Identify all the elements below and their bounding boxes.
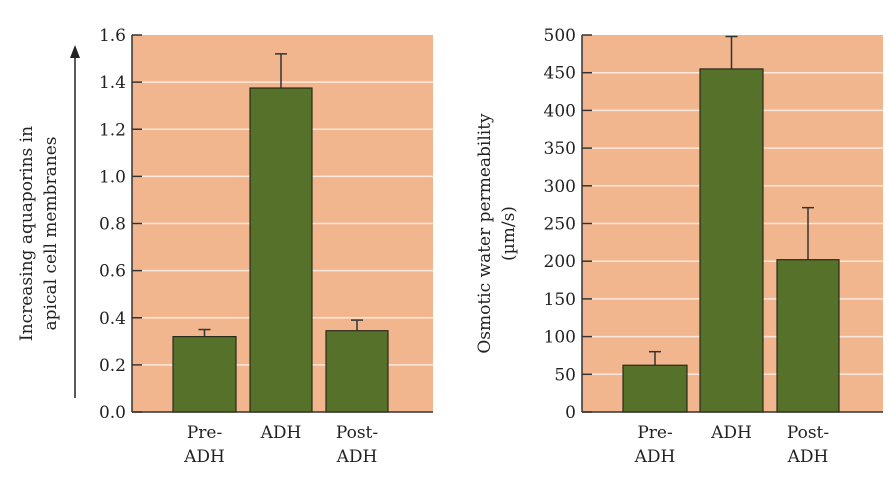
y-tick-label: 450 xyxy=(544,64,576,84)
x-category-label: ADH xyxy=(336,447,378,467)
y-tick-label: 0.6 xyxy=(99,262,126,282)
y-axis-label: Increasing aquaporins in xyxy=(17,126,37,341)
x-category-label: ADH xyxy=(710,423,752,443)
y-tick-label: 100 xyxy=(544,328,576,348)
arrowhead-icon xyxy=(70,45,80,58)
y-tick-label: 300 xyxy=(544,177,576,197)
x-category-label: Pre- xyxy=(187,423,222,443)
y-tick-label: 1.2 xyxy=(99,120,126,140)
x-category-label: ADH xyxy=(260,423,302,443)
x-category-label: ADH xyxy=(634,447,676,467)
y-axis-label: apical cell membranes xyxy=(41,137,61,331)
x-category-label: Pre- xyxy=(637,423,672,443)
y-tick-label: 50 xyxy=(554,365,576,385)
x-category-label: ADH xyxy=(183,447,225,467)
y-tick-label: 1.0 xyxy=(99,167,126,187)
x-category-label: ADH xyxy=(787,447,829,467)
y-tick-label: 350 xyxy=(544,139,576,159)
chart-1: 0.0 0.2 0.4 0.6 0.8 1.0 1.2 1.4 1.6 Pre- ADH ADH Pos… xyxy=(17,26,433,467)
bar xyxy=(776,259,840,413)
y-tick-label: 0 xyxy=(565,403,576,423)
y-axis-label: Osmotic water permeability xyxy=(475,113,495,354)
bar xyxy=(622,364,688,413)
y-tick-label: 150 xyxy=(544,290,576,310)
y-tick-label: 1.6 xyxy=(99,26,126,46)
y-tick-label: 400 xyxy=(544,101,576,121)
y-tick-label: 200 xyxy=(544,252,576,272)
bar xyxy=(325,330,389,413)
x-category-label: Post- xyxy=(336,423,378,443)
bar xyxy=(172,336,237,413)
bar xyxy=(699,68,764,413)
y-tick-label: 250 xyxy=(544,215,576,235)
y-tick-label: 0.4 xyxy=(99,309,126,329)
x-category-label: Post- xyxy=(787,423,829,443)
chart-2: 0 50 100 150 200 250 300 350 400 450 500 Pre- ADH ADH… xyxy=(475,26,883,467)
y-tick-label: 0.0 xyxy=(99,403,126,423)
y-tick-label: 500 xyxy=(544,26,576,46)
y-tick-label: 1.4 xyxy=(99,73,126,93)
y-axis-label: (µm/s) xyxy=(499,206,519,261)
y-tick-label: 0.8 xyxy=(99,215,126,235)
bar xyxy=(249,87,313,413)
y-tick-label: 0.2 xyxy=(99,356,126,376)
